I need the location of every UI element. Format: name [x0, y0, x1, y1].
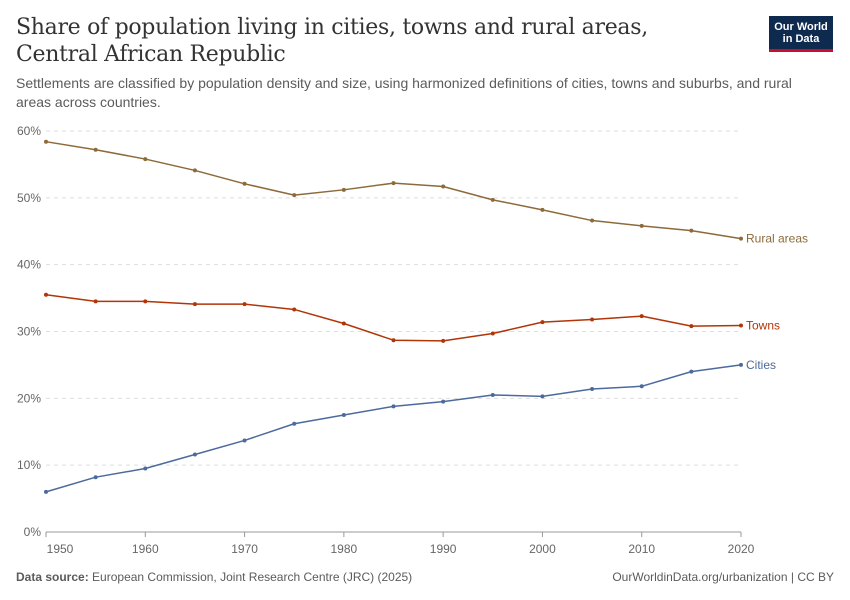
- data-point: [341, 413, 346, 418]
- y-tick-label: 50%: [17, 191, 41, 205]
- footer: Data source: European Commission, Joint …: [16, 570, 834, 584]
- data-point: [391, 181, 396, 186]
- x-tick-label: 2000: [529, 542, 556, 556]
- data-point: [192, 452, 197, 457]
- data-point: [292, 307, 297, 312]
- source-text[interactable]: European Commission, Joint Research Cent…: [92, 570, 413, 584]
- x-tick-label: 1980: [331, 542, 358, 556]
- data-point: [689, 324, 694, 329]
- data-point: [441, 184, 446, 189]
- data-point: [639, 384, 644, 389]
- data-point: [341, 321, 346, 326]
- y-tick-label: 60%: [17, 124, 41, 138]
- logo-line-2: in Data: [782, 33, 820, 45]
- data-point: [490, 331, 495, 336]
- series-label: Rural areas: [746, 232, 808, 246]
- data-point: [590, 218, 595, 223]
- logo-line-1: Our World: [774, 21, 828, 33]
- x-tick-label: 1960: [132, 542, 159, 556]
- data-point: [540, 207, 545, 212]
- x-tick-label: 1950: [47, 542, 74, 556]
- data-point: [192, 168, 197, 173]
- x-tick-label: 2020: [728, 542, 755, 556]
- series-label: Towns: [746, 318, 780, 332]
- data-point: [441, 338, 446, 343]
- owid-url[interactable]: OurWorldinData.org/urbanization | CC BY: [612, 570, 834, 584]
- y-tick-label: 10%: [17, 458, 41, 472]
- owid-logo[interactable]: Our World in Data: [769, 16, 833, 52]
- data-point: [44, 139, 48, 144]
- data-point: [143, 157, 148, 162]
- data-point: [391, 404, 396, 409]
- series-line-cities: [45, 364, 742, 493]
- data-point: [689, 369, 694, 374]
- data-point: [689, 228, 694, 233]
- y-tick-label: 40%: [17, 258, 41, 272]
- data-point: [143, 466, 148, 471]
- data-point: [93, 147, 98, 152]
- data-point: [441, 399, 446, 404]
- data-point: [739, 362, 743, 367]
- data-point: [490, 197, 495, 202]
- data-point: [739, 323, 743, 328]
- data-point: [540, 394, 545, 399]
- y-tick-label: 30%: [17, 325, 41, 339]
- data-point: [590, 386, 595, 391]
- y-tick-label: 20%: [17, 391, 41, 405]
- data-point: [739, 236, 743, 241]
- data-point: [192, 302, 197, 307]
- data-point: [490, 392, 495, 397]
- data-point: [292, 193, 297, 198]
- data-point: [44, 292, 48, 297]
- data-point: [341, 187, 346, 192]
- data-point: [639, 223, 644, 228]
- x-tick-label: 1970: [231, 542, 258, 556]
- data-point: [143, 299, 148, 304]
- data-point: [590, 317, 595, 322]
- data-point: [639, 314, 644, 319]
- x-tick-label: 2010: [628, 542, 655, 556]
- data-point: [292, 421, 297, 426]
- data-point: [44, 489, 48, 494]
- data-point: [242, 438, 247, 443]
- data-point: [242, 181, 247, 186]
- series-line-towns: [45, 293, 742, 342]
- chart-title: Share of population living in cities, to…: [16, 15, 648, 67]
- data-point: [540, 320, 545, 325]
- y-tick-label: 0%: [24, 525, 42, 539]
- data-point: [93, 299, 98, 304]
- x-tick-label: 1990: [430, 542, 457, 556]
- chart-subtitle: Settlements are classified by population…: [16, 75, 792, 110]
- data-point: [391, 338, 396, 343]
- data-point: [242, 302, 247, 307]
- series-line-rural-areas: [45, 140, 742, 240]
- data-point: [93, 475, 98, 480]
- source-label: Data source:: [16, 570, 89, 584]
- series-label: Cities: [746, 358, 776, 372]
